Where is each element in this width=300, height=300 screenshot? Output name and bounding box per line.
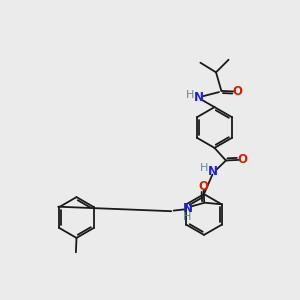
Text: H: H — [186, 90, 195, 100]
Text: O: O — [237, 153, 247, 167]
Text: H: H — [200, 163, 208, 173]
Text: H: H — [183, 212, 192, 222]
Text: N: N — [183, 202, 193, 215]
Text: O: O — [199, 180, 209, 193]
Text: N: N — [207, 165, 218, 178]
Text: O: O — [232, 85, 243, 98]
Text: N: N — [194, 91, 204, 104]
